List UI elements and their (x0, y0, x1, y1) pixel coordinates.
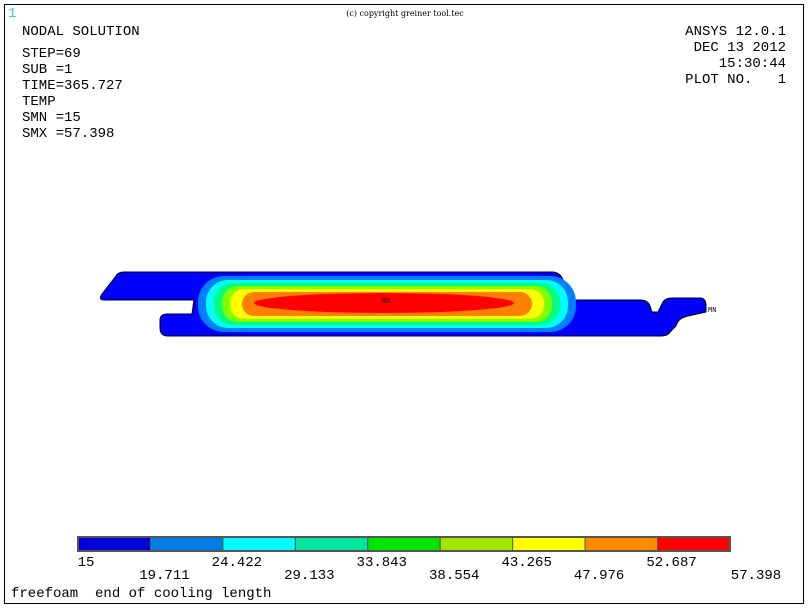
legend-color-box (439, 536, 514, 552)
legend-tick-label: 57.398 (730, 568, 782, 584)
legend-color-box (657, 536, 731, 552)
window-number: 1 (8, 6, 17, 22)
substep-value: SUB =1 (22, 62, 73, 78)
legend-tick-label: 24.422 (211, 555, 263, 571)
legend-color-box (584, 536, 659, 552)
legend-frame (77, 536, 731, 552)
plot-number: PLOT NO. 1 (685, 72, 786, 88)
legend-tick-label: 15 (77, 555, 95, 571)
legend-tick-label: 47.976 (573, 568, 625, 584)
legend-color-bar (77, 536, 731, 552)
legend-color-box (512, 536, 586, 552)
legend-tick-label: 19.711 (139, 568, 190, 584)
legend-tick-label: 29.133 (284, 568, 335, 584)
time-value: TIME=365.727 (22, 78, 123, 94)
contour-band-7 (254, 293, 514, 313)
max-marker: MX (382, 298, 391, 306)
legend-color-box (77, 536, 151, 552)
plot-date: DEC 13 2012 (693, 40, 786, 56)
smn-value: SMN =15 (22, 110, 81, 126)
min-marker: MN (708, 307, 717, 315)
step-value: STEP=69 (22, 46, 81, 62)
legend-color-box (222, 536, 296, 552)
legend-tick-label: 33.843 (356, 555, 407, 571)
legend-tick-label: 52.687 (646, 555, 697, 571)
smx-value: SMX =57.398 (22, 126, 115, 142)
legend-tick-label: 38.554 (429, 568, 480, 584)
copyright-text: (c) copyright greiner tool.tec (346, 9, 464, 18)
plot-caption: freefoam end of cooling length (11, 586, 272, 602)
plot-time: 15:30:44 (718, 56, 786, 72)
quantity-label: TEMP (22, 94, 56, 110)
header-info: ANSYS 12.0.1 DEC 13 2012 15:30:44 PLOT N… (685, 24, 786, 88)
legend-color-box (367, 536, 441, 552)
legend-color-box (149, 536, 224, 552)
ansys-version: ANSYS 12.0.1 (685, 24, 786, 40)
solution-title: NODAL SOLUTION (22, 24, 140, 40)
legend-tick-label: 43.265 (501, 555, 552, 571)
legend-color-box (294, 536, 369, 552)
solution-info: NODAL SOLUTION STEP=69 SUB =1 TIME=365.7… (22, 24, 140, 142)
